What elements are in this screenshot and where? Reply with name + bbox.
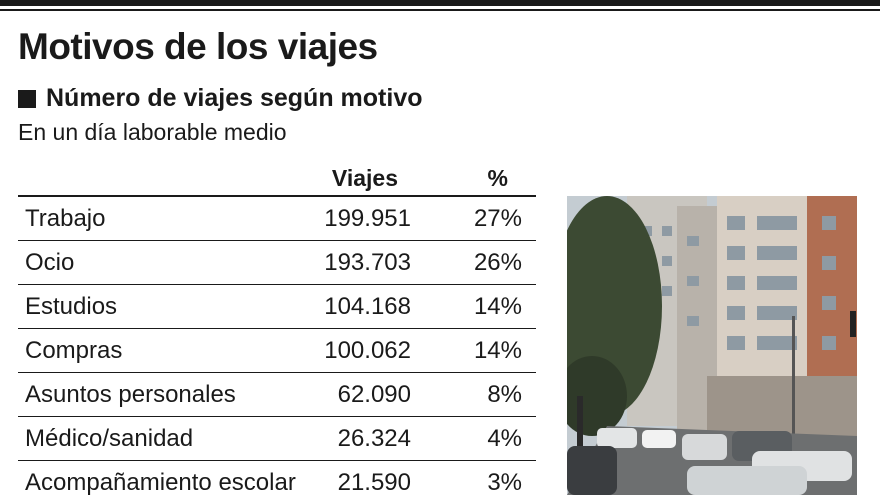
row-label: Médico/sanidad <box>25 425 194 452</box>
row-percent-value: 14% <box>473 337 522 364</box>
row-viajes-value: 100.062 <box>324 337 411 364</box>
row-percent-value: 3% <box>487 469 522 495</box>
row-label: Ocio <box>25 249 75 276</box>
row-viajes-value: 193.703 <box>324 249 411 276</box>
data-table: Viajes % Trabajo 199.951 27% Ocio 193.703 26%… <box>18 160 536 495</box>
page-title: Motivos de los viajes <box>18 26 378 67</box>
caption: En un día laborable medio <box>18 119 287 145</box>
subtitle-row: Número de viajes según motivo <box>18 84 423 113</box>
street-traffic-photo <box>567 196 857 495</box>
row-percent-value: 14% <box>473 293 522 320</box>
subtitle: Número de viajes según motivo <box>46 84 423 112</box>
row-viajes-value: 21.590 <box>337 469 411 495</box>
column-header-viajes: Viajes <box>331 165 398 191</box>
row-viajes-value: 104.168 <box>324 293 411 320</box>
table-body: Trabajo 199.951 27% Ocio 193.703 26% Estudios 1… <box>18 197 536 495</box>
table-row: Estudios 104.168 14% <box>18 285 536 329</box>
table-row: Asuntos personales 62.090 8% <box>18 373 536 417</box>
row-percent-value: 26% <box>473 249 522 276</box>
top-rule-thin <box>0 9 880 11</box>
row-percent-value: 8% <box>487 381 522 408</box>
square-bullet-icon <box>18 89 36 108</box>
row-label: Acompañamiento escolar <box>25 469 296 495</box>
row-label: Compras <box>25 337 123 364</box>
top-rule-thick <box>0 0 880 6</box>
table-row: Compras 100.062 14% <box>18 329 536 373</box>
row-viajes-value: 62.090 <box>337 381 411 408</box>
row-label: Asuntos personales <box>25 381 236 408</box>
row-percent-value: 27% <box>473 205 522 232</box>
row-label: Estudios <box>25 293 118 320</box>
table-header: Viajes % <box>18 160 536 197</box>
table-row: Trabajo 199.951 27% <box>18 197 536 241</box>
row-viajes-value: 199.951 <box>324 205 411 232</box>
table-row: Acompañamiento escolar 21.590 3% <box>18 461 536 495</box>
column-header-percent: % <box>487 165 508 191</box>
row-percent-value: 4% <box>487 425 522 452</box>
table-row: Ocio 193.703 26% <box>18 241 536 285</box>
table-row: Médico/sanidad 26.324 4% <box>18 417 536 461</box>
row-label: Trabajo <box>25 205 106 232</box>
row-viajes-value: 26.324 <box>337 425 411 452</box>
